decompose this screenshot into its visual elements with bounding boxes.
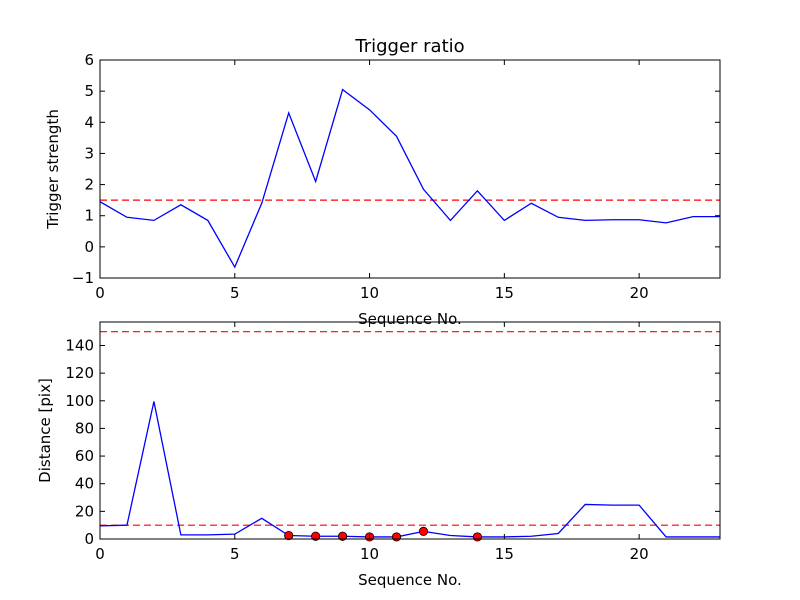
trigger-y-tick-label: 2 [84,176,94,194]
trigger-x-tick-label: 10 [360,284,379,302]
trigger-x-tick-label: 15 [495,284,514,302]
distance-y-tick-label: 60 [75,447,94,465]
distance-y-tick-label: 120 [65,364,94,382]
distance-marker-point [284,530,294,541]
distance-marker-point [418,526,429,536]
distance-panel: 0 5 10 15 20 0 20 40 60 80 100 120 140 Sequence No. Di… [36,321,721,589]
distance-x-axis-label: Sequence No. [358,571,462,589]
trigger-x-tick-label: 20 [630,284,649,302]
distance-marker-point [311,531,321,541]
trigger-y-tick-label: 4 [84,113,94,131]
trigger-y-axis-label: Trigger strength [44,109,62,230]
distance-y-tick-label: 80 [75,419,94,437]
distance-x-tick-label: 20 [630,545,649,563]
distance-y-tick-label: 100 [65,392,94,410]
trigger-y-tick-label: −1 [72,269,94,287]
trigger-x-tick-label: 0 [95,284,105,302]
distance-marker-point [391,532,402,542]
distance-series-line-0 [100,401,720,538]
distance-x-tick-label: 5 [230,545,240,563]
trigger-x-axis-label: Sequence No. [358,310,462,328]
distance-y-tick-label: 20 [75,502,94,520]
distance-y-tick-label: 0 [84,530,94,548]
trigger-y-tick-label: 1 [84,207,94,225]
distance-y-axis-label: Distance [pix] [36,378,54,483]
trigger-x-tick-label: 5 [230,284,240,302]
distance-x-tick-label: 0 [95,545,105,563]
trigger-chart-title: Trigger ratio [354,36,464,57]
trigger-y-tick-label: 3 [84,144,94,162]
distance-marker-point [338,531,348,541]
trigger-series-line-0 [100,88,720,269]
trigger-y-tick-label: 5 [84,82,94,100]
distance-y-tick-label: 40 [75,475,94,493]
distance-x-tick-label: 15 [495,545,514,563]
trigger-y-tick-label: 0 [84,238,94,256]
distance-x-tick-label: 10 [360,545,379,563]
distance-axes-frame [99,321,721,540]
distance-y-tick-label: 140 [65,336,94,354]
distance-marker-point [472,532,482,542]
trigger-axes-frame [99,59,721,279]
trigger-y-tick-label: 6 [84,51,94,69]
